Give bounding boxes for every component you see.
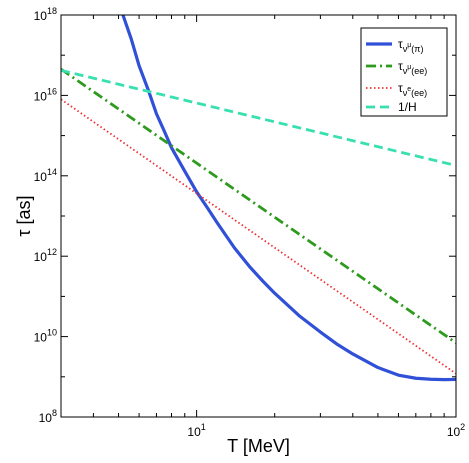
y-tick-label: 1018: [34, 6, 57, 23]
legend: τνμ(π) τνμ(ee) τνe(ee) 1/H: [360, 27, 448, 117]
x-tick-label: 102: [447, 422, 465, 439]
y-tick-label: 1012: [34, 247, 57, 264]
x-tick-label: 101: [187, 422, 205, 439]
ticks-layer: [60, 14, 457, 418]
y-tick-label: 1014: [34, 167, 57, 184]
series-line-1: [121, 15, 456, 382]
legend-label-3: τνe(ee): [398, 81, 427, 98]
x-axis-label: T [MeV]: [227, 436, 290, 456]
legend-label-1: τνμ(π): [398, 37, 424, 54]
series-line-2: [61, 67, 456, 344]
series-layer: [61, 15, 456, 382]
legend-entries: τνμ(π) τνμ(ee) τνe(ee) 1/H: [366, 37, 427, 114]
y-tick-label: 1016: [34, 86, 57, 103]
y-tick-label: 1010: [34, 328, 57, 345]
legend-label-2: τνμ(ee): [398, 59, 427, 76]
tick-labels: 108 1010 1012 1014 1016 1018 101 102: [34, 6, 466, 439]
series-line-4: [61, 68, 456, 167]
series-line-3: [61, 98, 456, 375]
legend-label-4: 1/H: [398, 100, 417, 114]
y-tick-label: 108: [39, 408, 57, 425]
y-axis-label: τ [as]: [14, 195, 34, 236]
